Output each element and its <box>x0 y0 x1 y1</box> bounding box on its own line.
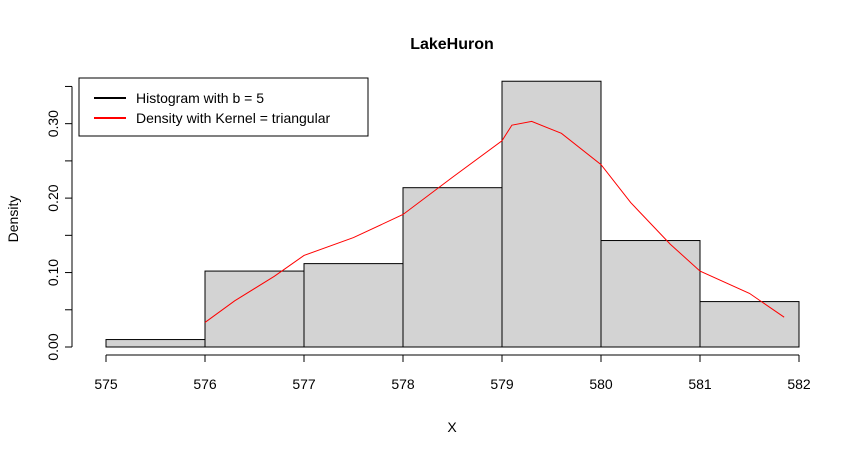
x-tick-label: 576 <box>193 376 217 392</box>
legend-box <box>78 77 369 137</box>
density-line <box>204 120 785 323</box>
histogram-bar <box>600 240 701 348</box>
x-tick-label: 579 <box>490 376 514 392</box>
y-axis-label: Density <box>5 196 21 243</box>
x-tick-label: 582 <box>787 376 811 392</box>
histogram-bar <box>204 270 305 348</box>
y-tick-label: 0.20 <box>45 184 61 211</box>
x-tick-label: 575 <box>94 376 118 392</box>
y-tick-label: 0.30 <box>45 110 61 137</box>
histogram-bar <box>105 339 206 348</box>
chart-title: LakeHuron <box>410 36 494 53</box>
legend: Histogram with b = 5 Density with Kernel… <box>78 77 369 137</box>
x-axis: 575 576 577 578 579 580 581 582 <box>94 354 811 392</box>
histogram-bar <box>501 80 602 348</box>
histogram-bar <box>699 301 800 348</box>
x-tick-label: 577 <box>292 376 316 392</box>
x-tick-label: 578 <box>391 376 415 392</box>
density-layer <box>204 120 785 323</box>
legend-histogram-label: Histogram with b = 5 <box>136 90 264 106</box>
y-axis: 0.00 0.10 0.20 0.30 <box>45 85 73 361</box>
bars-layer <box>105 80 800 348</box>
y-tick-label: 0.00 <box>45 333 61 360</box>
x-tick-label: 581 <box>688 376 712 392</box>
x-axis-label: X <box>447 419 457 435</box>
y-tick-label: 0.10 <box>45 259 61 286</box>
histogram-bar <box>303 263 404 348</box>
legend-density-label: Density with Kernel = triangular <box>136 110 330 126</box>
x-tick-label: 580 <box>589 376 613 392</box>
histogram-bar <box>402 187 503 348</box>
